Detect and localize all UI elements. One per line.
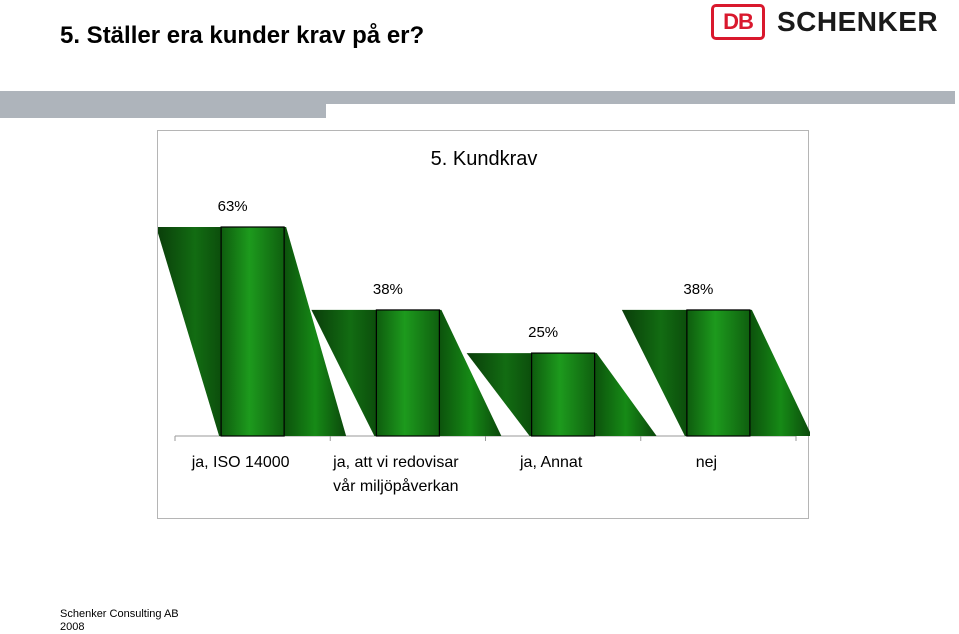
header-band-right: [326, 91, 955, 104]
schenker-wordmark: SCHENKER: [777, 6, 939, 37]
kundkrav-chart: 5. Kundkrav 63% ja, ISO 14000 38% ja, att v…: [158, 148, 810, 495]
bar-side-right: [284, 227, 347, 436]
slide-title: 5. Ställer era kunder krav på er?: [60, 22, 425, 49]
data-label: 38%: [373, 281, 403, 298]
category-label: vår miljöpåverkan: [333, 477, 458, 495]
data-label: 38%: [683, 281, 713, 298]
category-label: ja, ISO 14000: [191, 454, 290, 471]
bar: [375, 309, 440, 437]
bar-side-right: [749, 309, 810, 436]
bar-side-left: [466, 353, 532, 436]
data-label: 25%: [528, 324, 558, 341]
bar: [686, 309, 751, 437]
data-label: 63%: [218, 198, 248, 215]
footer-year: 2008: [60, 621, 85, 633]
category-label: nej: [696, 454, 717, 471]
bar: [531, 352, 596, 437]
footer: Schenker Consulting AB 2008: [60, 608, 179, 634]
bar-side-left: [158, 227, 222, 436]
bar-side-left: [311, 309, 377, 436]
category-label: ja, Annat: [519, 454, 583, 471]
bar-side-left: [621, 309, 687, 436]
category-label: ja, att vi redovisar: [332, 454, 459, 471]
footer-company: Schenker Consulting AB: [60, 608, 179, 620]
chart-frame: 5. Kundkrav 63% ja, ISO 14000 38% ja, att v…: [157, 130, 810, 519]
db-logo-mark: DB: [711, 4, 765, 40]
header-band-left: [0, 91, 326, 118]
chart-title: 5. Kundkrav: [431, 148, 538, 170]
bar: [220, 226, 285, 437]
bar-side-right: [439, 309, 502, 436]
bar-side-right: [594, 353, 657, 436]
